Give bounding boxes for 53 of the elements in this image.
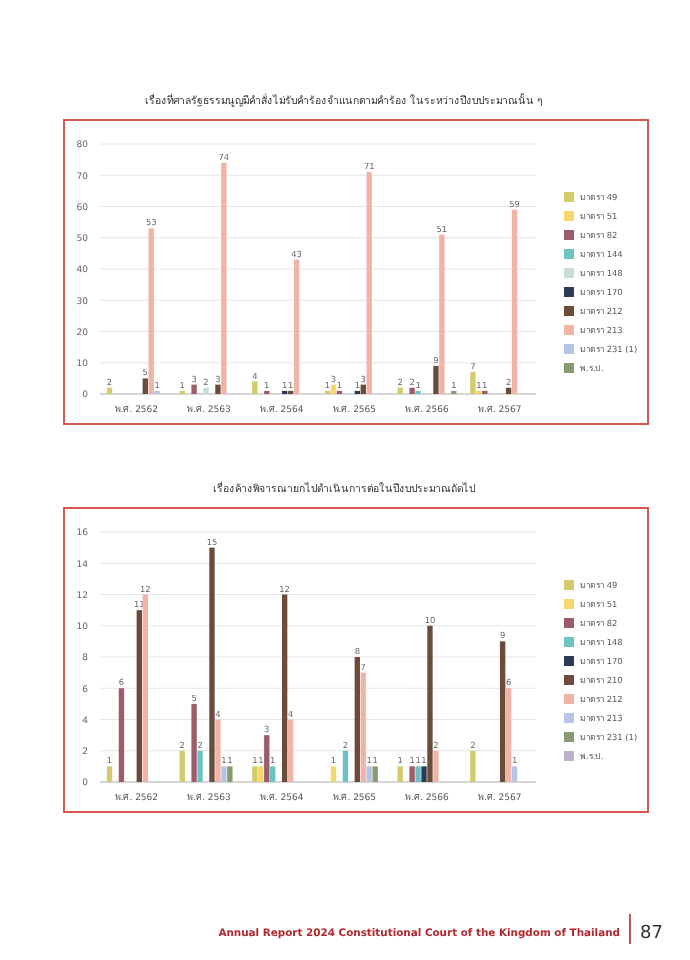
bar: [397, 387, 403, 394]
bar: [433, 365, 439, 394]
bar: [342, 750, 349, 782]
bar: [499, 641, 506, 782]
bar: [439, 234, 445, 394]
bar: [258, 766, 264, 782]
bar: [264, 735, 270, 782]
bar: [330, 384, 337, 394]
bar: [505, 387, 512, 394]
bar: [427, 625, 433, 782]
bar: [270, 766, 276, 782]
bar: [360, 384, 366, 394]
bar: [433, 750, 439, 782]
bar: [148, 228, 154, 394]
bar: [409, 387, 415, 394]
bar: [106, 387, 113, 394]
bar: [106, 766, 113, 782]
bar: [470, 372, 476, 394]
bar: [191, 384, 197, 394]
bar: [209, 547, 215, 782]
bar: [221, 766, 227, 782]
bar: [366, 172, 372, 394]
bar: [511, 209, 518, 394]
bar: [203, 387, 209, 394]
bar: [397, 766, 403, 782]
bar: [354, 657, 360, 782]
bar: [215, 719, 221, 782]
bar: [252, 766, 258, 782]
text: 87: [640, 924, 663, 944]
bar: [179, 750, 185, 782]
bar: [366, 766, 372, 782]
bar: [227, 766, 233, 782]
bar: [421, 766, 427, 782]
bar: [252, 381, 258, 394]
bar: [191, 703, 197, 782]
bar: [360, 672, 366, 782]
bar: [221, 162, 227, 394]
bar: [142, 378, 148, 394]
bar: [505, 688, 512, 782]
bar: [293, 259, 300, 394]
bar: [409, 766, 415, 782]
bar: [281, 594, 288, 782]
bar: [330, 766, 337, 782]
bar: [372, 766, 378, 782]
bar: [511, 766, 518, 782]
bar: [287, 719, 294, 782]
bar: [197, 750, 203, 782]
bar: [215, 384, 221, 394]
bar: [136, 610, 142, 782]
bar: [470, 750, 476, 782]
bar: [142, 594, 148, 782]
bar: [415, 766, 421, 782]
bar: [118, 688, 125, 782]
